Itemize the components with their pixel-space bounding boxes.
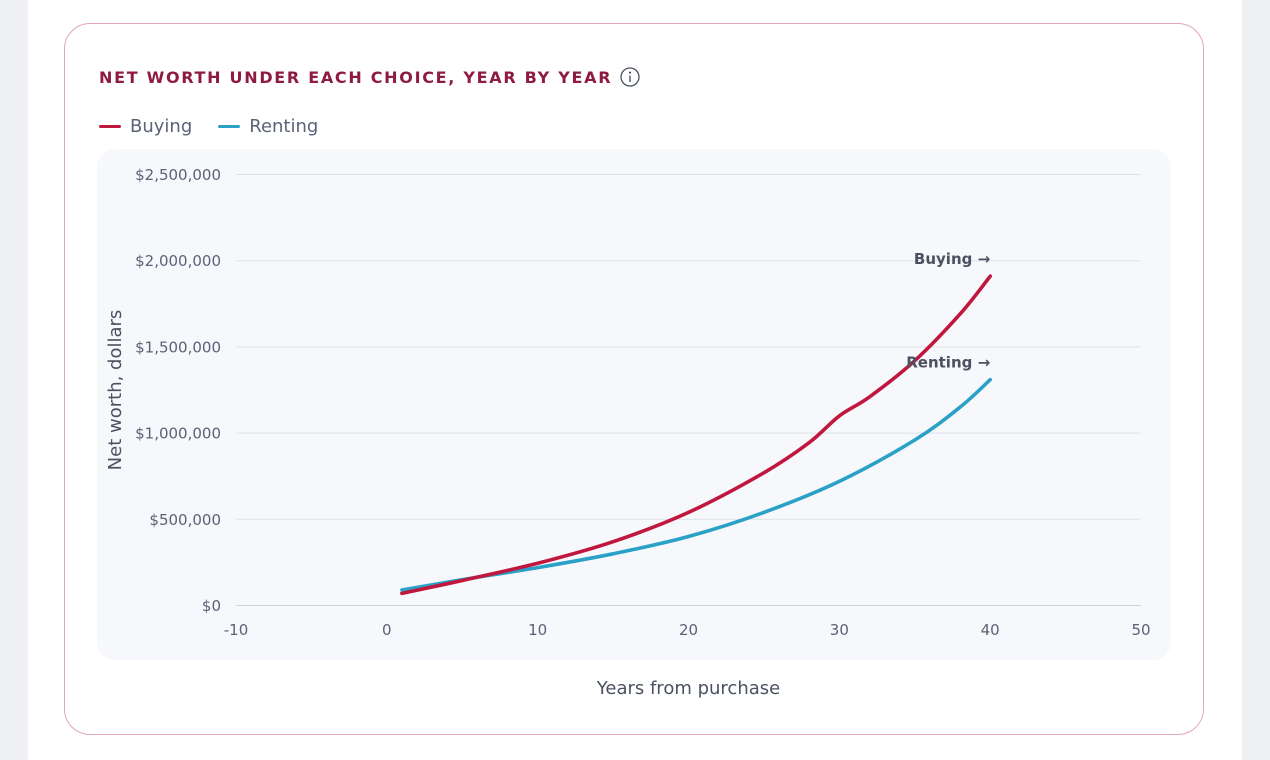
legend-label-buying: Buying [130, 115, 193, 137]
x-tick-label: -10 [224, 621, 249, 639]
legend-label-renting: Renting [249, 115, 319, 137]
y-tick-label: $0 [202, 597, 221, 615]
series-line-renting [400, 377, 992, 592]
x-tick-label: 10 [528, 621, 547, 639]
plot-background [97, 149, 1171, 660]
x-tick-label: 0 [382, 621, 392, 639]
end-label-buying: Buying → [914, 250, 990, 268]
series-end-labels: Renting → Buying → [906, 250, 990, 371]
gridlines [236, 174, 1141, 606]
y-tick-label: $2,500,000 [135, 166, 221, 184]
x-axis-ticks: -10 0 10 20 30 40 50 [224, 621, 1151, 639]
x-tick-label: 30 [830, 621, 849, 639]
legend-item-renting[interactable]: Renting [218, 116, 318, 137]
legend-swatch-buying [99, 124, 121, 128]
x-tick-label: 50 [1131, 621, 1150, 639]
x-tick-label: 20 [679, 621, 698, 639]
info-circle-icon[interactable] [620, 67, 640, 87]
legend-item-buying[interactable]: Buying [99, 116, 192, 137]
y-tick-label: $2,000,000 [135, 252, 221, 270]
legend-swatch-renting [218, 124, 241, 128]
y-tick-label: $1,500,000 [135, 338, 221, 356]
x-tick-label: 40 [981, 621, 1000, 639]
end-label-renting: Renting → [906, 354, 990, 372]
card-header: NET WORTH UNDER EACH CHOICE, YEAR BY YEA… [99, 64, 640, 90]
y-axis-title: Net worth, dollars [105, 310, 126, 471]
series-lines [400, 274, 992, 596]
card-title: NET WORTH UNDER EACH CHOICE, YEAR BY YEA… [99, 67, 613, 87]
y-axis-ticks: $0 $500,000 $1,000,000 $1,500,000 $2,000,000… [135, 166, 221, 615]
series-line-buying [400, 274, 992, 596]
x-axis-title: Years from purchase [596, 678, 780, 699]
y-tick-label: $500,000 [149, 511, 221, 529]
chart-legend: Buying Renting [99, 113, 344, 139]
y-tick-label: $1,000,000 [135, 425, 221, 443]
